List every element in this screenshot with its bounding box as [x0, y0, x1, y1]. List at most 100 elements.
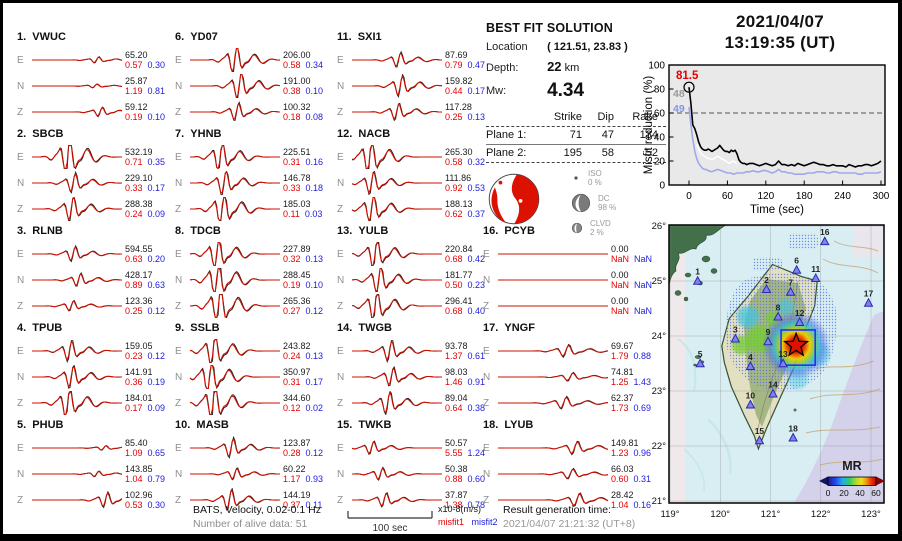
waveform-trace	[352, 391, 442, 415]
count-annotation-gray: 48	[673, 88, 685, 100]
waveform-trace	[32, 391, 122, 415]
channel-row: N 25.87 1.19 0.81	[17, 73, 165, 99]
trace-values: 206.00 0.58 0.34	[283, 50, 323, 70]
station-triangle-13	[778, 358, 788, 368]
dc-percent: 98 %	[598, 202, 617, 212]
station-block-TDCB: 8. TDCB E 227.89 0.32 0.13 N 288.45 0.19 0.10 Z 26…	[175, 225, 323, 322]
svg-text:122°: 122°	[811, 509, 831, 520]
col-dip: Dip	[597, 111, 614, 123]
waveform-trace	[32, 244, 122, 263]
misfit1-value: 0.71	[125, 157, 143, 167]
decomposition-list: ISO 0 % DC 98 %	[570, 165, 616, 240]
misfit1-value: 1.38	[445, 500, 463, 510]
station-number-label: 18	[788, 423, 798, 433]
channel-label: Z	[17, 106, 24, 118]
waveform-trace	[351, 145, 442, 169]
channel-row: Z 102.96 0.53 0.30	[17, 487, 165, 513]
waveform-trace	[351, 440, 442, 456]
svg-text:80: 80	[654, 85, 666, 96]
misfit2-value: 0.69	[633, 403, 652, 413]
channel-label: N	[175, 177, 183, 189]
channel-label: E	[175, 248, 182, 260]
station-block-RLNB: 3. RLNB E 594.55 0.63 0.20 N 428.17 0.89 0.63 Z 12…	[17, 225, 165, 322]
channel-label: N	[483, 468, 491, 480]
clvd-percent: 2 %	[590, 227, 604, 237]
channel-label: N	[337, 371, 345, 383]
channel-label: E	[175, 151, 182, 163]
trace-values: 184.01 0.17 0.09	[125, 393, 165, 413]
amplitude-value: 60.22	[283, 464, 306, 474]
station-number-label: 14	[768, 379, 778, 389]
epicenter-star	[782, 331, 810, 357]
misfit2-value: 0.42	[467, 254, 486, 264]
station-block-YD07: 6. YD07 E 206.00 0.58 0.34 N 191.00 0.38 0.10 Z 10…	[175, 31, 323, 128]
misfit2-value: 0.17	[305, 377, 324, 387]
channel-row: E 243.82 0.24 0.13	[175, 338, 323, 364]
channel-row: E 225.51 0.31 0.16	[175, 144, 323, 170]
channel-row: Z 185.03 0.11 0.03	[175, 196, 323, 222]
amplitude-value: 65.20	[125, 50, 148, 60]
misfit1-value: NaN	[611, 306, 630, 316]
waveform-trace	[189, 339, 280, 363]
channel-row: Z 184.01 0.17 0.09	[17, 390, 165, 416]
misfit1-value: 0.50	[445, 280, 463, 290]
station-triangle-7	[785, 286, 796, 296]
station-number-label: 3	[733, 324, 738, 334]
misfit1-value: 0.44	[445, 86, 463, 96]
amplitude-value: 296.41	[445, 296, 473, 306]
channel-row: E 532.19 0.71 0.35	[17, 144, 165, 170]
station-number-label: 9	[766, 327, 771, 337]
channel-label: Z	[483, 397, 490, 409]
svg-text:23°: 23°	[652, 386, 667, 397]
station-header: 5. PHUB	[17, 419, 64, 431]
waveform-trace	[498, 467, 609, 480]
channel-row: E 87.69 0.79 0.47	[337, 47, 485, 73]
channel-label: Z	[175, 106, 182, 118]
station-number-label: 11	[811, 264, 820, 274]
misfit1-value: 0.25	[445, 112, 463, 122]
misfit1-value: NaN	[611, 280, 630, 290]
misfit-plot-svg: 81.5 48 49 0 20 40 60 80 100 0 60 120 180 240 300 Time …	[643, 61, 890, 217]
misfit2-value: NaN	[634, 254, 653, 264]
trace-values: 65.20 0.57 0.30	[125, 50, 165, 70]
channel-label: E	[17, 345, 24, 357]
amplitude-value: 146.78	[283, 173, 311, 183]
svg-text:60: 60	[654, 109, 666, 120]
trace-values: 98.03 1.46 0.91	[445, 367, 485, 387]
trace-values: 188.13 0.62 0.37	[445, 199, 485, 219]
station-block-YHNB: 7. YHNB E 225.51 0.31 0.16 N 146.78 0.33 0.18 Z 18…	[175, 128, 323, 225]
waveform-trace	[32, 365, 122, 389]
trace-values: 117.28 0.25 0.13	[445, 102, 485, 122]
station-triangle-4	[745, 360, 756, 370]
waveform-trace	[32, 197, 122, 221]
channel-row: Z 117.28 0.25 0.13	[337, 99, 485, 125]
channel-label: N	[17, 80, 25, 92]
channel-row: Z 265.36 0.27 0.12	[175, 293, 323, 319]
misfit2-value: 0.63	[147, 280, 166, 290]
misfit2-value: 0.03	[304, 209, 323, 219]
amplitude-value: 89.04	[445, 393, 468, 403]
channel-label: N	[337, 177, 345, 189]
misfit2-value: 0.40	[467, 306, 486, 316]
amplitude-value: 149.81	[611, 438, 639, 448]
amplitude-value: 0.00	[611, 296, 629, 306]
channel-row: Z 296.41 0.68 0.40	[337, 293, 485, 319]
col-strike: Strike	[553, 111, 582, 123]
channel-label: E	[337, 248, 344, 260]
channel-label: E	[175, 442, 182, 454]
trace-values: 93.78 1.37 0.61	[445, 341, 485, 361]
misfit1-value: 0.60	[611, 474, 629, 484]
station-header: 16. PCYB	[483, 225, 535, 237]
channel-row: Z 89.04 0.64 0.38	[337, 390, 485, 416]
station-block-LYUB: 18. LYUB E 149.81 1.23 0.96 N 66.03 0.60 0.31 Z 28…	[483, 419, 652, 516]
channel-label: E	[337, 345, 344, 357]
misfit1-value: NaN	[611, 254, 630, 264]
misfit2-value: 0.17	[467, 86, 486, 96]
station-header: 17. YNGF	[483, 322, 535, 334]
svg-text:21°: 21°	[652, 496, 667, 507]
amplitude-value: 87.69	[445, 50, 468, 60]
best-misfit-annotation: 81.5	[676, 70, 699, 82]
channel-label: Z	[17, 494, 24, 506]
channel-row: N 98.03 1.46 0.91	[337, 364, 485, 390]
